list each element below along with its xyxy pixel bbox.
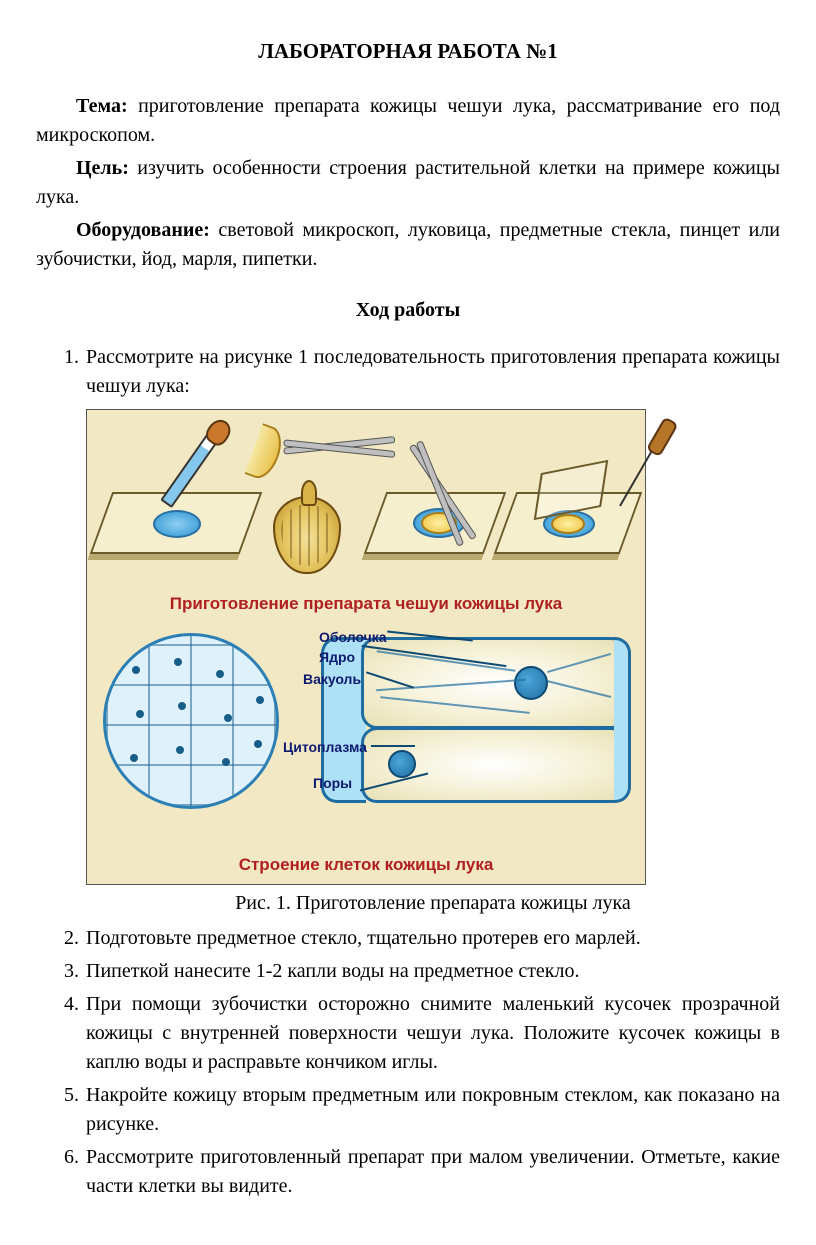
procedure-list: Рассмотрите на рисунке 1 последовательно… <box>36 343 780 1200</box>
label-nucleus: Ядро <box>319 647 355 667</box>
illus-top-row <box>87 410 645 590</box>
step-3: Пипеткой нанесите 1-2 капли воды на пред… <box>84 957 780 986</box>
cell-strip-right <box>614 637 631 803</box>
step-1-text: Рассмотрите на рисунке 1 последовательно… <box>86 346 780 397</box>
illus-top-title: Приготовление препарата чешуи кожицы лук… <box>87 590 645 621</box>
figure-1: Приготовление препарата чешуи кожицы лук… <box>86 409 780 917</box>
page-title: ЛАБОРАТОРНАЯ РАБОТА №1 <box>36 36 780 66</box>
label-cytoplasm: Цитоплазма <box>283 737 367 757</box>
goal-label: Цель: <box>76 157 129 179</box>
microscope-view <box>103 633 279 809</box>
cell-diagram <box>321 631 631 807</box>
figure-caption: Рис. 1. Приготовление препарата кожицы л… <box>86 889 780 918</box>
step-5: Накройте кожицу вторым предметным или по… <box>84 1081 780 1139</box>
illus-bottom-row: Оболочка Ядро Вакуоль Цитоплазма Поры <box>87 621 645 851</box>
step-6: Рассмотрите приготовленный препарат при … <box>84 1143 780 1201</box>
onion-icon <box>273 496 341 574</box>
step-2: Подготовьте предметное стекло, тщательно… <box>84 924 780 953</box>
cell-small <box>361 727 627 803</box>
onion-peel-icon <box>245 424 288 484</box>
nucleus-shape <box>514 666 548 700</box>
topic-label: Тема: <box>76 95 128 117</box>
step-4: При помощи зубочистки осторожно снимите … <box>84 990 780 1077</box>
figure-illustration: Приготовление препарата чешуи кожицы лук… <box>86 409 646 884</box>
label-pores: Поры <box>313 773 352 793</box>
label-vacuole: Вакуоль <box>303 669 361 689</box>
label-shell: Оболочка <box>319 627 387 647</box>
step-1: Рассмотрите на рисунке 1 последовательно… <box>84 343 780 917</box>
nucleus-shape-small <box>388 750 416 778</box>
topic-paragraph: Тема: приготовление препарата кожицы чеш… <box>36 92 780 150</box>
topic-text: приготовление препарата кожицы чешуи лук… <box>36 95 780 146</box>
tweezers-icon <box>283 436 393 458</box>
illus-bottom-title: Строение клеток кожицы лука <box>87 851 645 884</box>
leader-cytoplasm <box>371 745 415 747</box>
equipment-paragraph: Оборудование: световой микроскоп, лукови… <box>36 216 780 274</box>
goal-text: изучить особенности строения растительно… <box>36 157 780 208</box>
equipment-label: Оборудование: <box>76 219 210 241</box>
goal-paragraph: Цель: изучить особенности строения расти… <box>36 154 780 212</box>
procedure-heading: Ход работы <box>36 296 780 325</box>
cell-grid <box>106 636 276 806</box>
